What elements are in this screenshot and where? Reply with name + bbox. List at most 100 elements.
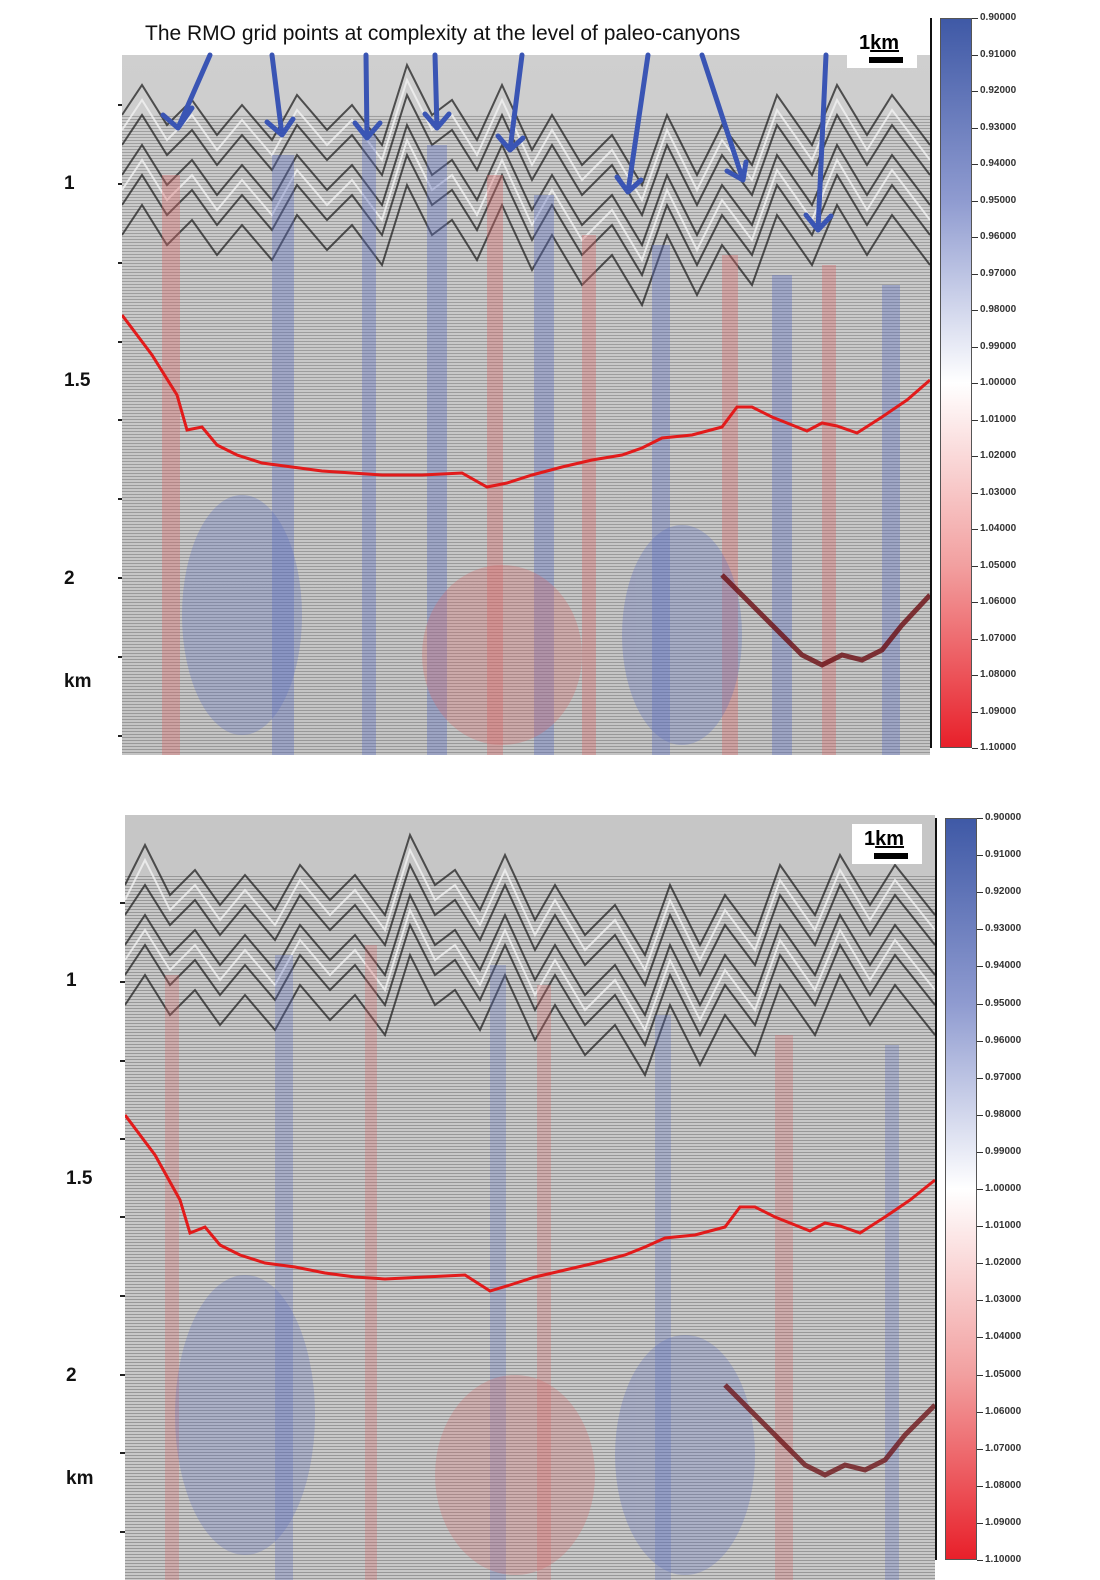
y-tick [120,1295,125,1297]
scale-bar: 1km [852,824,922,864]
scale-bar-number: 1 [859,32,871,54]
colorbar-tick [977,1448,983,1450]
figure-caption: The RMO grid points at complexity at the… [145,22,741,45]
colorbar-tick-label: 0.99000 [985,1145,1022,1157]
bottom-seismic-panel: 1 1.5 2 km [0,810,1100,1580]
colorbar-tick-label: 0.94000 [980,158,1017,169]
y-tick [120,1531,125,1533]
colorbar-tick-label: 0.92000 [980,85,1017,96]
depth-label-1: 1 [64,173,75,194]
colorbar-tick-label: 0.95000 [985,997,1022,1009]
colorbar-tick [977,1003,983,1005]
arrow-4 [422,52,452,131]
colorbar-tick-label: 1.05000 [980,559,1017,571]
y-tick [120,1216,125,1218]
arrow-1 [160,52,213,131]
y-tick [120,902,125,904]
colorbar-tick-label: 1.10000 [980,742,1017,753]
seismic-section-image [125,815,935,1580]
colorbar-tick-label: 1.05000 [985,1368,1022,1380]
colorbar-tick [977,1263,983,1265]
colorbar-tick [977,892,983,894]
colorbar-tick [977,818,983,819]
y-tick [118,577,123,579]
colorbar-tick [977,1485,983,1487]
colorbar-tick-label: 1.00000 [985,1183,1022,1194]
colorbar-tick-label: 0.93000 [985,923,1022,935]
colorbar-tick-label: 1.08000 [985,1479,1022,1491]
colorbar-tick-label: 0.91000 [985,849,1022,861]
y-tick [118,341,123,343]
colorbar-tick [972,456,978,457]
colorbar-tick-label: 1.09000 [980,705,1017,717]
colorbar-tick-label: 0.90000 [980,12,1017,23]
colorbar-tick [977,1411,983,1413]
colorbar-tick-label: 0.94000 [985,960,1022,972]
colorbar-tick [972,492,978,494]
colorbar-tick [977,1226,983,1228]
colorbar-tick-label: 1.04000 [985,1331,1022,1343]
colorbar-tick-label: 1.00000 [980,377,1017,388]
y-tick [120,1374,125,1376]
colorbar-tick-label: 0.98000 [980,304,1017,315]
colorbar-tick [977,1151,983,1153]
colorbar-tick-label: 0.90000 [985,812,1022,823]
arrow-7 [699,52,749,183]
depth-unit-label: km [64,671,92,692]
y-tick [118,183,123,185]
depth-label-1: 1 [66,970,77,991]
colorbar-tick [972,565,978,567]
colorbar-tick-label: 1.10000 [985,1554,1022,1565]
colorbar-tick-label: 1.09000 [985,1516,1022,1528]
colorbar-tick [972,164,978,165]
horizon-line [122,314,930,489]
colorbar-tick-label: 1.03000 [985,1294,1022,1306]
y-tick [120,1138,125,1140]
y-tick [118,104,123,106]
arrow-8 [803,52,834,233]
y-tick [118,419,123,421]
colorbar-tick [977,1077,983,1079]
colorbar-tick-label: 0.99000 [980,340,1017,352]
colorbar-tick-label: 1.01000 [985,1220,1022,1232]
seismic-section-svg [125,815,935,1580]
colorbar-tick-label: 0.96000 [985,1034,1022,1046]
colorbar-tick-label: 0.97000 [985,1071,1022,1083]
colorbar-tick [977,855,983,857]
colorbar-tick [977,1522,983,1524]
colorbar-tick [972,310,978,311]
colorbar-tick [977,1114,983,1116]
colorbar-tick [977,1374,983,1376]
top-seismic-panel: The RMO grid points at complexity at the… [0,0,1100,770]
scale-bar-line [869,57,903,63]
colorbar-tick-label: 0.92000 [985,886,1022,898]
colorbar-tick-label: 1.04000 [980,523,1017,534]
arrows-overlay [160,52,834,233]
colorbar-tick-label: 0.98000 [985,1108,1022,1120]
colorbar-tick [972,91,978,92]
colorbar-gradient [940,18,972,748]
colorbar-tick-label: 1.02000 [980,450,1017,461]
depth-label-2: 2 [66,1365,77,1386]
colorbar-tick [977,1189,983,1190]
scale-bar-line [874,853,908,859]
colorbar-tick [977,1300,983,1302]
scale-bar: 1km [847,28,917,68]
y-tick [120,981,125,983]
colorbar-tick [972,419,978,421]
colorbar-tick [972,273,978,275]
y-tick [118,735,123,737]
colorbar-tick [972,200,978,202]
colorbar-tick [972,237,978,238]
arrow-2 [264,52,296,138]
colorbar-tick [972,675,978,676]
seismic-section-image [122,55,930,755]
arrow-6 [614,52,651,195]
depth-label-1-5: 1.5 [66,1168,93,1189]
colorbar-tick [972,711,978,713]
depth-label-2: 2 [64,568,75,589]
colorbar-tick [972,383,978,384]
scale-bar-number: 1 [864,828,876,850]
colorbar-tick-label: 1.08000 [980,669,1017,680]
colorbar-tick [972,346,978,348]
